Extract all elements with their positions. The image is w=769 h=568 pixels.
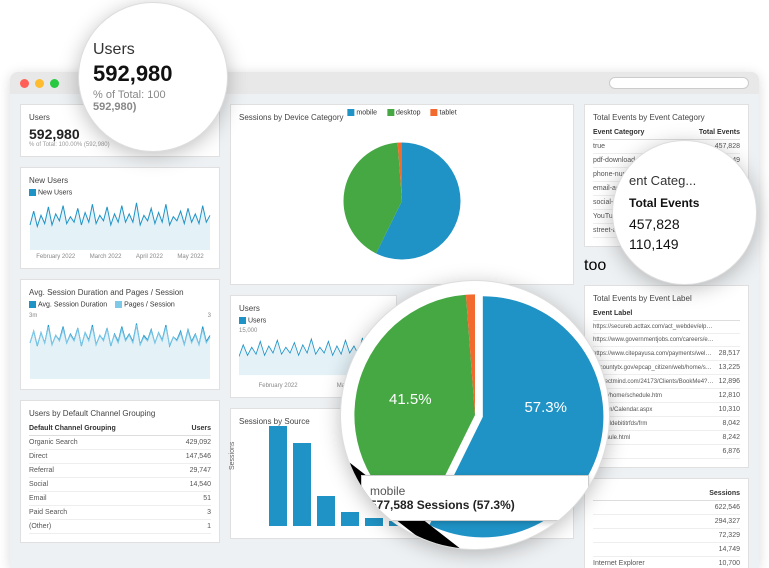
legend-label: New Users — [38, 189, 72, 196]
legend-swatch — [29, 189, 36, 196]
bar[interactable] — [317, 496, 335, 527]
session-legend: Avg. Session Duration Pages / Session — [29, 301, 211, 308]
magnifier-pie: 41.5% 57.3% mobile 577,588 Sessions (57.… — [340, 280, 610, 550]
pie-wrap: 57.3% 41.5% — [239, 126, 565, 276]
session-duration-card: Avg. Session Duration and Pages / Sessio… — [20, 279, 220, 389]
mag-value: 457,828 — [629, 216, 740, 232]
session-sparkline — [29, 319, 211, 379]
legend-label: Pages / Session — [124, 302, 175, 309]
legend-label: Users — [248, 317, 266, 324]
magnifier-events: ent Categ... Total Events 457,828 110,14… — [612, 140, 757, 285]
legend-swatch — [239, 317, 246, 324]
channel-table: Default Channel GroupingUsers Organic Se… — [29, 422, 211, 534]
table-row[interactable]: Organic Search429,092 — [29, 435, 211, 449]
magnifier-users: Users 592,980 % of Total: 100 592,980) — [78, 2, 228, 152]
table-row[interactable]: ler.com/Calendar.aspx10,310 — [593, 403, 740, 417]
window-close-dot[interactable] — [20, 79, 29, 88]
bar[interactable] — [293, 443, 311, 527]
table-row[interactable]: https://www.citepayusa.com/payments/welc… — [593, 347, 740, 361]
new-users-title: New Users — [29, 176, 211, 185]
table-header: Total Events — [681, 126, 740, 140]
table-row[interactable]: 622,546 — [593, 501, 740, 515]
sessions-browser-card: Sessions 622,546294,32772,32914,749Inter… — [584, 478, 749, 568]
pie-tooltip: mobile 577,588 Sessions (57.3%) — [361, 475, 589, 521]
table-row[interactable]: ov/ERIdebititrfds/frm8,042 — [593, 417, 740, 431]
new-users-legend: New Users — [29, 189, 211, 196]
table-row[interactable]: 294,327 — [593, 515, 740, 529]
table-header: Event Category — [593, 126, 681, 140]
mag-value: 110,149 — [629, 236, 740, 252]
mag-sub: % of Total: 100 — [93, 89, 166, 101]
mag-header: Total Events — [629, 196, 740, 210]
mag-value: 592,980 — [93, 61, 213, 87]
channel-title: Users by Default Channel Grouping — [29, 409, 211, 418]
card-title: Total Events by Event Category — [593, 113, 740, 122]
mag-label: Users — [93, 41, 213, 59]
card-title: Total Events by Event Label — [593, 294, 740, 303]
pie-slice-label: 57.3% — [482, 211, 505, 220]
table-row[interactable]: 6,876 — [593, 445, 740, 459]
y-axis-label: Sessions — [229, 442, 236, 470]
table-row[interactable]: 72,329 — [593, 529, 740, 543]
address-bar[interactable] — [609, 77, 749, 89]
table-header: Users — [170, 422, 211, 436]
card-title: Users — [239, 304, 388, 313]
table-row[interactable]: Internet Explorer10,700 — [593, 557, 740, 568]
table-row[interactable]: 14,749 — [593, 543, 740, 557]
table-row[interactable]: https://www.governmentjobs.com/careers/e… — [593, 334, 740, 347]
table-row[interactable]: Email51 — [29, 491, 211, 505]
table-row[interactable]: schedule.html8,242 — [593, 431, 740, 445]
table-row[interactable]: epcountytx.gov/epcap_citizen/web/home/sc… — [593, 361, 740, 375]
table-row[interactable]: odnet/home/schedule.htm12,810 — [593, 389, 740, 403]
legend-label: Avg. Session Duration — [38, 302, 107, 309]
table-header — [714, 307, 740, 321]
table-row[interactable]: Paid Search3 — [29, 505, 211, 519]
table-row[interactable]: https://secureb.acttax.com/act_webdev/el… — [593, 321, 740, 334]
window-min-dot[interactable] — [35, 79, 44, 88]
table-row[interactable]: iperfectmind.com/24173/Clients/BookMe4?w… — [593, 375, 740, 389]
table-header: Sessions — [685, 487, 740, 501]
new-users-sparkline — [29, 200, 211, 250]
table-header — [593, 487, 685, 501]
new-users-x-axis: February 2022March 2022April 2022May 202… — [29, 254, 211, 260]
table-row[interactable]: (Other)1 — [29, 519, 211, 533]
legend-swatch — [115, 301, 122, 308]
pie-slice-label: 41.5% — [299, 204, 322, 213]
mag-sub: 592,980) — [93, 101, 213, 113]
session-title: Avg. Session Duration and Pages / Sessio… — [29, 288, 211, 297]
channel-grouping-card: Users by Default Channel Grouping Defaul… — [20, 400, 220, 543]
table-row[interactable]: Referral29,747 — [29, 463, 211, 477]
table-header: Event Label — [593, 307, 714, 321]
mag-label: ent Categ... — [629, 173, 740, 188]
events-label-card: Total Events by Event Label Event Label … — [584, 285, 749, 468]
device-pie-chart[interactable] — [337, 136, 467, 266]
browser-table: Sessions 622,546294,32772,32914,749Inter… — [593, 487, 740, 568]
table-row[interactable]: Direct147,546 — [29, 449, 211, 463]
bar[interactable] — [269, 426, 287, 526]
legend-swatch — [29, 301, 36, 308]
events-label-table: Event Label https://secureb.acttax.com/a… — [593, 307, 740, 459]
device-pie-card: Sessions by Device Category mobiledeskto… — [230, 104, 574, 285]
window-max-dot[interactable] — [50, 79, 59, 88]
pie-legend: mobiledesktoptablet — [347, 109, 456, 116]
left-column: Users 592,980 % of Total: 100.00% (592,9… — [20, 104, 220, 568]
tooltip-label: mobile — [370, 484, 580, 498]
table-header: Default Channel Grouping — [29, 422, 170, 436]
tooltip-value: 577,588 Sessions (57.3%) — [370, 498, 580, 512]
table-row[interactable]: Social14,540 — [29, 477, 211, 491]
new-users-card: New Users New Users February 2022March 2… — [20, 167, 220, 269]
